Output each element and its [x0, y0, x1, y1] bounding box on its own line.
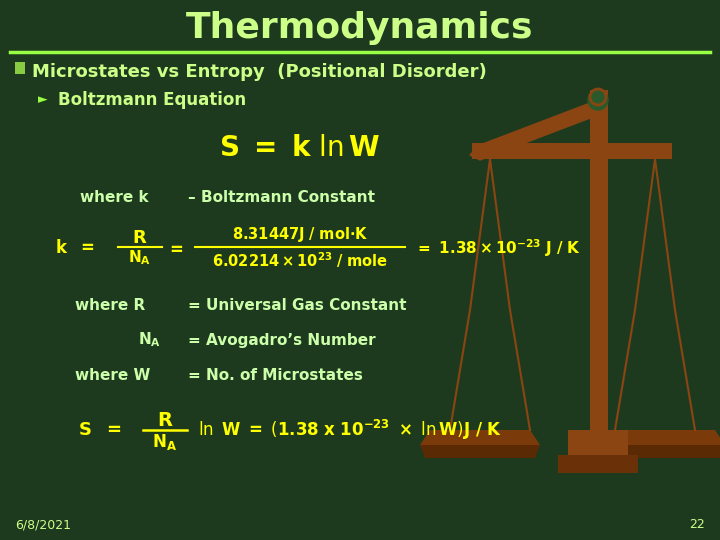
Polygon shape	[420, 430, 540, 445]
Circle shape	[588, 90, 608, 110]
Text: $\mathbf{S\ =\ k\ \ln W}$: $\mathbf{S\ =\ k\ \ln W}$	[220, 134, 381, 162]
Text: $\mathbf{N_A}$: $\mathbf{N_A}$	[128, 248, 151, 267]
Text: where R: where R	[75, 298, 145, 313]
Text: Microstates vs Entropy  (Positional Disorder): Microstates vs Entropy (Positional Disor…	[32, 63, 487, 81]
Polygon shape	[420, 445, 540, 458]
Text: = No. of Microstates: = No. of Microstates	[188, 368, 363, 382]
Text: 22: 22	[689, 518, 705, 531]
FancyBboxPatch shape	[568, 430, 628, 455]
FancyBboxPatch shape	[472, 143, 672, 159]
Text: = Avogadro’s Number: = Avogadro’s Number	[188, 333, 376, 348]
FancyBboxPatch shape	[590, 90, 608, 430]
Text: $\mathbf{R}$: $\mathbf{R}$	[132, 229, 148, 247]
Polygon shape	[605, 445, 720, 458]
Polygon shape	[470, 100, 598, 160]
Text: 6/8/2021: 6/8/2021	[15, 518, 71, 531]
FancyBboxPatch shape	[0, 0, 720, 52]
Text: ►: ►	[38, 93, 48, 106]
Text: Thermodynamics: Thermodynamics	[186, 11, 534, 45]
Text: $\mathbf{N_A}$: $\mathbf{N_A}$	[138, 330, 161, 349]
Text: $\mathbf{6.02214 \times 10^{23}\ /\ mole}$: $\mathbf{6.02214 \times 10^{23}\ /\ mole…	[212, 250, 388, 270]
Text: = Universal Gas Constant: = Universal Gas Constant	[188, 298, 407, 313]
Text: – Boltzmann Constant: – Boltzmann Constant	[188, 191, 375, 206]
Text: $\mathbf{N_A}$: $\mathbf{N_A}$	[153, 432, 178, 452]
Polygon shape	[605, 430, 720, 445]
Text: where W: where W	[75, 368, 150, 382]
Text: $\mathbf{S\ \ =}$: $\mathbf{S\ \ =}$	[78, 421, 121, 439]
Text: where k: where k	[80, 191, 148, 206]
Text: $\mathbf{R}$: $\mathbf{R}$	[157, 410, 174, 429]
Text: Boltzmann Equation: Boltzmann Equation	[58, 91, 246, 109]
FancyBboxPatch shape	[558, 455, 638, 473]
FancyBboxPatch shape	[15, 62, 25, 74]
Text: $\mathbf{8.31447J\ /\ mol{\bullet}K}$: $\mathbf{8.31447J\ /\ mol{\bullet}K}$	[232, 226, 369, 245]
Text: $\mathbf{=}$: $\mathbf{=}$	[166, 239, 184, 257]
Text: $\mathbf{\ln\ W\ =\ \left(1.38\ x\ 10^{-23}\ \times\ \ln W\right)J\ /\ K}$: $\mathbf{\ln\ W\ =\ \left(1.38\ x\ 10^{-…	[198, 418, 502, 442]
Text: $\mathbf{k\ \ =}$: $\mathbf{k\ \ =}$	[55, 239, 94, 257]
Text: $\mathbf{=\ 1.38 \times 10^{-23}\ J\ /\ K}$: $\mathbf{=\ 1.38 \times 10^{-23}\ J\ /\ …	[415, 237, 581, 259]
